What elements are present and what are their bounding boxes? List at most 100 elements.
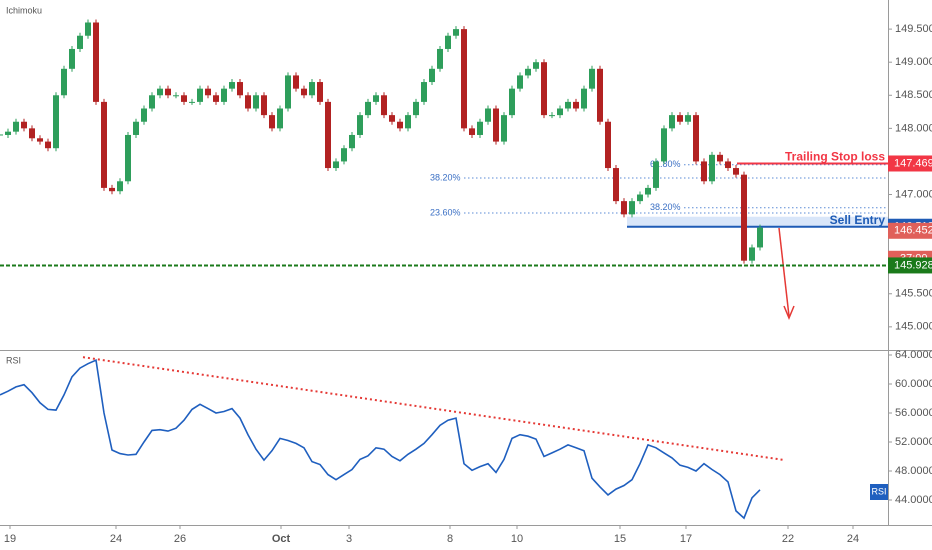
candle — [749, 247, 755, 261]
rsi-y-tick-label: 48.0000 — [895, 465, 932, 477]
candle — [101, 101, 107, 188]
candle — [205, 88, 211, 96]
y-tick-label: 145.000 — [895, 321, 932, 333]
candle — [269, 115, 275, 129]
candle — [197, 88, 203, 102]
y-tick-label: 147.000 — [895, 188, 932, 200]
rsi-label: RSI — [6, 355, 21, 365]
candle — [173, 95, 179, 97]
candle — [709, 154, 715, 182]
indicator-label: Ichimoku — [6, 5, 42, 15]
candle — [285, 75, 291, 109]
candle — [621, 201, 627, 215]
candle — [229, 82, 235, 89]
fib-label: 38.20% — [650, 202, 681, 212]
candle — [669, 115, 675, 129]
candle — [685, 115, 691, 122]
x-tick-label: 3 — [346, 533, 352, 545]
candle — [645, 187, 651, 195]
candle — [109, 187, 115, 192]
candle — [245, 95, 251, 109]
x-tick-label: 26 — [174, 533, 186, 545]
candle — [413, 101, 419, 116]
support-tag: 145.928 — [894, 259, 932, 271]
candle — [253, 95, 259, 109]
candle — [61, 68, 67, 96]
candle — [597, 68, 603, 122]
rsi-y-tick-label: 44.0000 — [895, 494, 932, 506]
y-tick-label: 148.500 — [895, 89, 932, 101]
candle — [421, 82, 427, 102]
candle — [365, 101, 371, 116]
candle — [133, 121, 139, 135]
candle — [485, 108, 491, 122]
candle — [557, 108, 563, 116]
fib-label: 23.60% — [430, 207, 461, 217]
candle — [149, 95, 155, 109]
candle — [21, 121, 27, 129]
level-tag-bg — [888, 155, 932, 172]
candle — [437, 48, 443, 69]
candle — [677, 115, 683, 122]
candle — [381, 95, 387, 116]
fib-label: 61.80% — [650, 159, 681, 169]
candle — [397, 121, 403, 129]
candle — [637, 194, 643, 202]
candle — [653, 161, 659, 188]
candle — [341, 148, 347, 162]
rsi-y-tick-label: 52.0000 — [895, 436, 932, 448]
x-tick-label: 24 — [110, 533, 122, 545]
candle — [301, 88, 307, 96]
candle — [277, 108, 283, 129]
candle — [141, 108, 147, 122]
candle — [501, 115, 507, 142]
last-price-tag-bg — [888, 222, 932, 239]
entry-zone — [627, 216, 888, 227]
y-tick-label: 149.500 — [895, 23, 932, 35]
candle — [93, 22, 99, 102]
candle — [613, 168, 619, 202]
candle — [45, 141, 51, 149]
candle — [741, 174, 747, 261]
candle — [629, 201, 635, 215]
level-name: Sell Entry — [830, 213, 886, 227]
candle — [317, 82, 323, 102]
candle — [333, 161, 339, 169]
candle — [453, 29, 459, 36]
candle — [85, 22, 91, 36]
candle — [181, 95, 187, 102]
candle — [213, 95, 219, 102]
candle — [405, 115, 411, 129]
rsi-trendline — [82, 356, 786, 462]
arrow — [778, 227, 790, 317]
candle — [445, 35, 451, 49]
rsi-badge: RSI — [871, 486, 886, 496]
x-tick-label: 17 — [680, 533, 692, 545]
support-tag-bg — [888, 257, 932, 274]
candle — [493, 108, 499, 142]
candle — [725, 161, 731, 169]
candle — [349, 134, 355, 149]
x-tick-label: 10 — [511, 533, 523, 545]
candle — [29, 128, 35, 139]
candle — [5, 131, 11, 135]
x-tick-label: 19 — [4, 533, 16, 545]
candle — [13, 121, 19, 132]
x-tick-label: 24 — [847, 533, 859, 545]
rsi-y-tick-label: 60.0000 — [895, 378, 932, 390]
candle — [77, 35, 83, 49]
candle — [605, 121, 611, 169]
candle — [69, 48, 75, 69]
candle — [325, 101, 331, 169]
candle — [693, 115, 699, 162]
x-tick-label: Oct — [272, 533, 291, 545]
candle — [565, 101, 571, 109]
candle — [221, 88, 227, 102]
candle — [261, 95, 267, 116]
candle — [549, 115, 555, 117]
candle — [469, 128, 475, 135]
candle — [157, 88, 163, 96]
candle — [117, 181, 123, 192]
candle — [541, 62, 547, 116]
